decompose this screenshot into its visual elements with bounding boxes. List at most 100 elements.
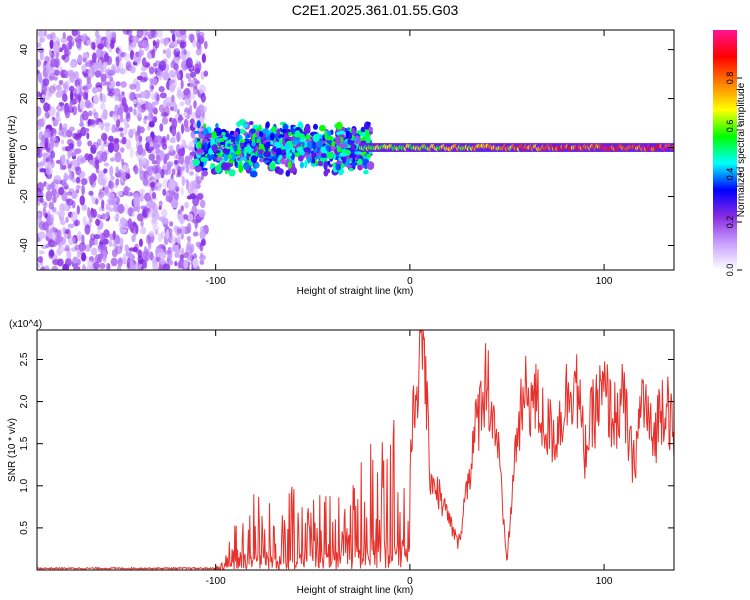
heatmap-cell <box>95 218 101 226</box>
heatmap-cell <box>52 258 60 266</box>
heatmap-cell <box>140 219 144 228</box>
heatmap-cell <box>45 164 51 176</box>
heatmap-cell <box>156 38 160 45</box>
heatmap-cell <box>138 135 143 143</box>
heatmap-cell <box>185 163 190 174</box>
heatmap-ylabel: Frequency (Hz) <box>7 116 18 185</box>
heatmap-cell <box>103 168 108 174</box>
heatmap-cell <box>147 112 154 122</box>
heatmap-cell <box>161 208 168 218</box>
heatmap-cell <box>70 211 78 223</box>
heatmap-cell <box>181 175 186 187</box>
heatmap-cell <box>312 133 320 143</box>
heatmap-cell <box>100 73 107 82</box>
heatmap-cell <box>93 261 100 270</box>
heatmap-cell <box>129 83 137 90</box>
heatmap-cell <box>159 92 167 99</box>
heatmap-cell <box>45 190 53 202</box>
heatmap-cell <box>145 102 153 111</box>
heatmap-cell <box>125 251 132 257</box>
heatmap-cell <box>151 191 157 200</box>
heatmap-cell <box>177 209 182 215</box>
heatmap-cell <box>125 112 131 122</box>
heatmap-cell <box>131 128 137 135</box>
snr-xtick-label: 100 <box>596 576 613 587</box>
heatmap-cell <box>177 148 184 157</box>
heatmap-cell <box>103 122 111 127</box>
heatmap-cell <box>147 136 153 142</box>
heatmap-cell <box>250 155 258 164</box>
heatmap-cell <box>64 229 70 235</box>
heatmap-cell <box>37 42 42 48</box>
heatmap-cell <box>77 170 86 179</box>
snr-plot-area <box>37 330 674 570</box>
heatmap-cell <box>126 257 131 269</box>
heatmap-cell <box>197 142 202 150</box>
heatmap-cell <box>145 197 153 203</box>
heatmap-cell <box>105 39 111 49</box>
heatmap-cell <box>196 106 201 115</box>
heatmap-cell <box>228 169 236 177</box>
heatmap-cell <box>176 236 181 247</box>
heatmap-cell <box>120 147 125 153</box>
heatmap-cell <box>88 119 96 126</box>
heatmap-region-noise <box>37 30 209 270</box>
heatmap-cell <box>84 99 92 109</box>
heatmap-cell <box>291 140 299 145</box>
heatmap-cell <box>303 147 311 153</box>
heatmap-cell <box>82 92 88 100</box>
heatmap-cell <box>72 256 79 264</box>
heatmap-cell <box>148 230 155 237</box>
heatmap-cell <box>184 155 191 166</box>
heatmap-cell <box>180 186 184 196</box>
heatmap-cell <box>152 225 160 232</box>
heatmap-cell <box>201 53 207 64</box>
heatmap-cell <box>98 206 103 212</box>
heatmap-cell <box>44 128 51 139</box>
heatmap-cell <box>134 81 141 92</box>
heatmap-cell <box>326 135 334 141</box>
heatmap-cell <box>88 190 94 196</box>
heatmap-cell <box>159 123 164 132</box>
heatmap-cell <box>51 265 59 270</box>
heatmap-cell <box>149 81 154 93</box>
heatmap-cell <box>70 90 74 102</box>
heatmap-cell <box>180 167 184 179</box>
heatmap-cell <box>269 132 275 141</box>
heatmap-cell <box>282 154 287 159</box>
heatmap-cell <box>47 209 51 216</box>
heatmap-cell <box>158 60 167 72</box>
heatmap-cell <box>277 134 285 138</box>
heatmap-cell <box>248 120 254 126</box>
heatmap-cell <box>166 134 170 141</box>
heatmap-cell <box>242 123 249 129</box>
heatmap-cell <box>165 47 172 59</box>
heatmap-cell <box>146 210 154 219</box>
heatmap-cell <box>46 61 51 70</box>
heatmap-cell <box>151 49 156 59</box>
heatmap-cell <box>37 199 41 206</box>
heatmap-cell <box>75 176 81 184</box>
heatmap-cell <box>184 144 188 149</box>
heatmap-cell <box>145 234 151 245</box>
heatmap-cell <box>199 229 206 240</box>
heatmap-cell <box>69 71 74 78</box>
snr-ytick-label: 2.5 <box>19 352 30 366</box>
heatmap-cell <box>98 59 102 70</box>
heatmap-cell <box>37 256 43 263</box>
heatmap-cell <box>43 202 48 208</box>
heatmap-cell <box>202 128 207 137</box>
heatmap-cell <box>37 106 42 117</box>
heatmap-cell <box>192 257 199 268</box>
heatmap-cell <box>81 110 89 121</box>
heatmap-cell <box>252 124 260 129</box>
heatmap-cell <box>49 213 55 223</box>
heatmap-ytick-label: 0 <box>19 144 30 150</box>
heatmap-cell <box>61 190 68 202</box>
heatmap-cell <box>236 121 242 128</box>
heatmap-cell <box>367 121 371 126</box>
heatmap-cell <box>143 170 149 179</box>
heatmap-cell <box>288 152 293 157</box>
heatmap-cell <box>89 233 96 241</box>
heatmap-cell <box>334 136 341 145</box>
